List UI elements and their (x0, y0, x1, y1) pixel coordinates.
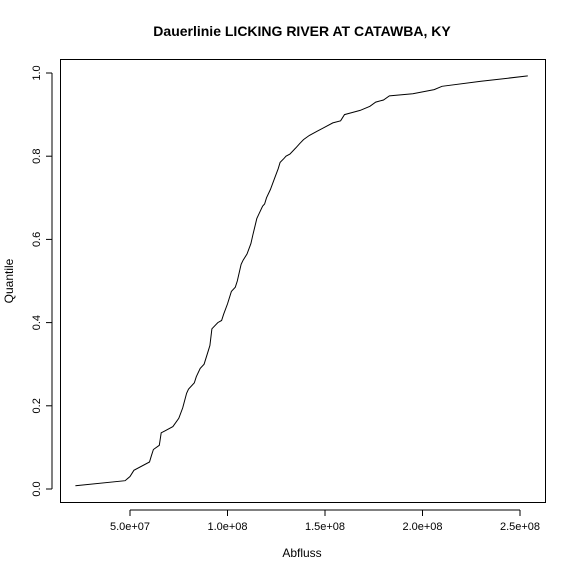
y-axis-label: Quantile (2, 258, 16, 303)
plot-frame (60, 59, 546, 503)
y-tick-label: 1.0 (31, 65, 43, 80)
x-tick-label: 5.0e+07 (110, 521, 150, 533)
chart-title: Dauerlinie LICKING RIVER AT CATAWBA, KY (153, 23, 451, 39)
x-tick-label: 2.0e+08 (402, 521, 442, 533)
x-axis: 5.0e+07 1.0e+08 1.5e+08 2.0e+08 2.5e+08 (110, 509, 540, 533)
x-tick-label: 1.5e+08 (305, 521, 345, 533)
series-line (75, 75, 528, 487)
x-axis-label: Abfluss (282, 546, 321, 560)
y-axis: 0.0 0.2 0.4 0.6 0.8 1.0 (31, 65, 53, 497)
y-tick-label: 0.6 (31, 232, 43, 247)
y-tick-label: 0.4 (31, 315, 43, 330)
x-tick-label: 2.5e+08 (500, 521, 540, 533)
y-tick-label: 0.8 (31, 149, 43, 164)
x-tick-label: 1.0e+08 (207, 521, 247, 533)
y-tick-label: 0.0 (31, 481, 43, 496)
y-tick-label: 0.2 (31, 398, 43, 413)
